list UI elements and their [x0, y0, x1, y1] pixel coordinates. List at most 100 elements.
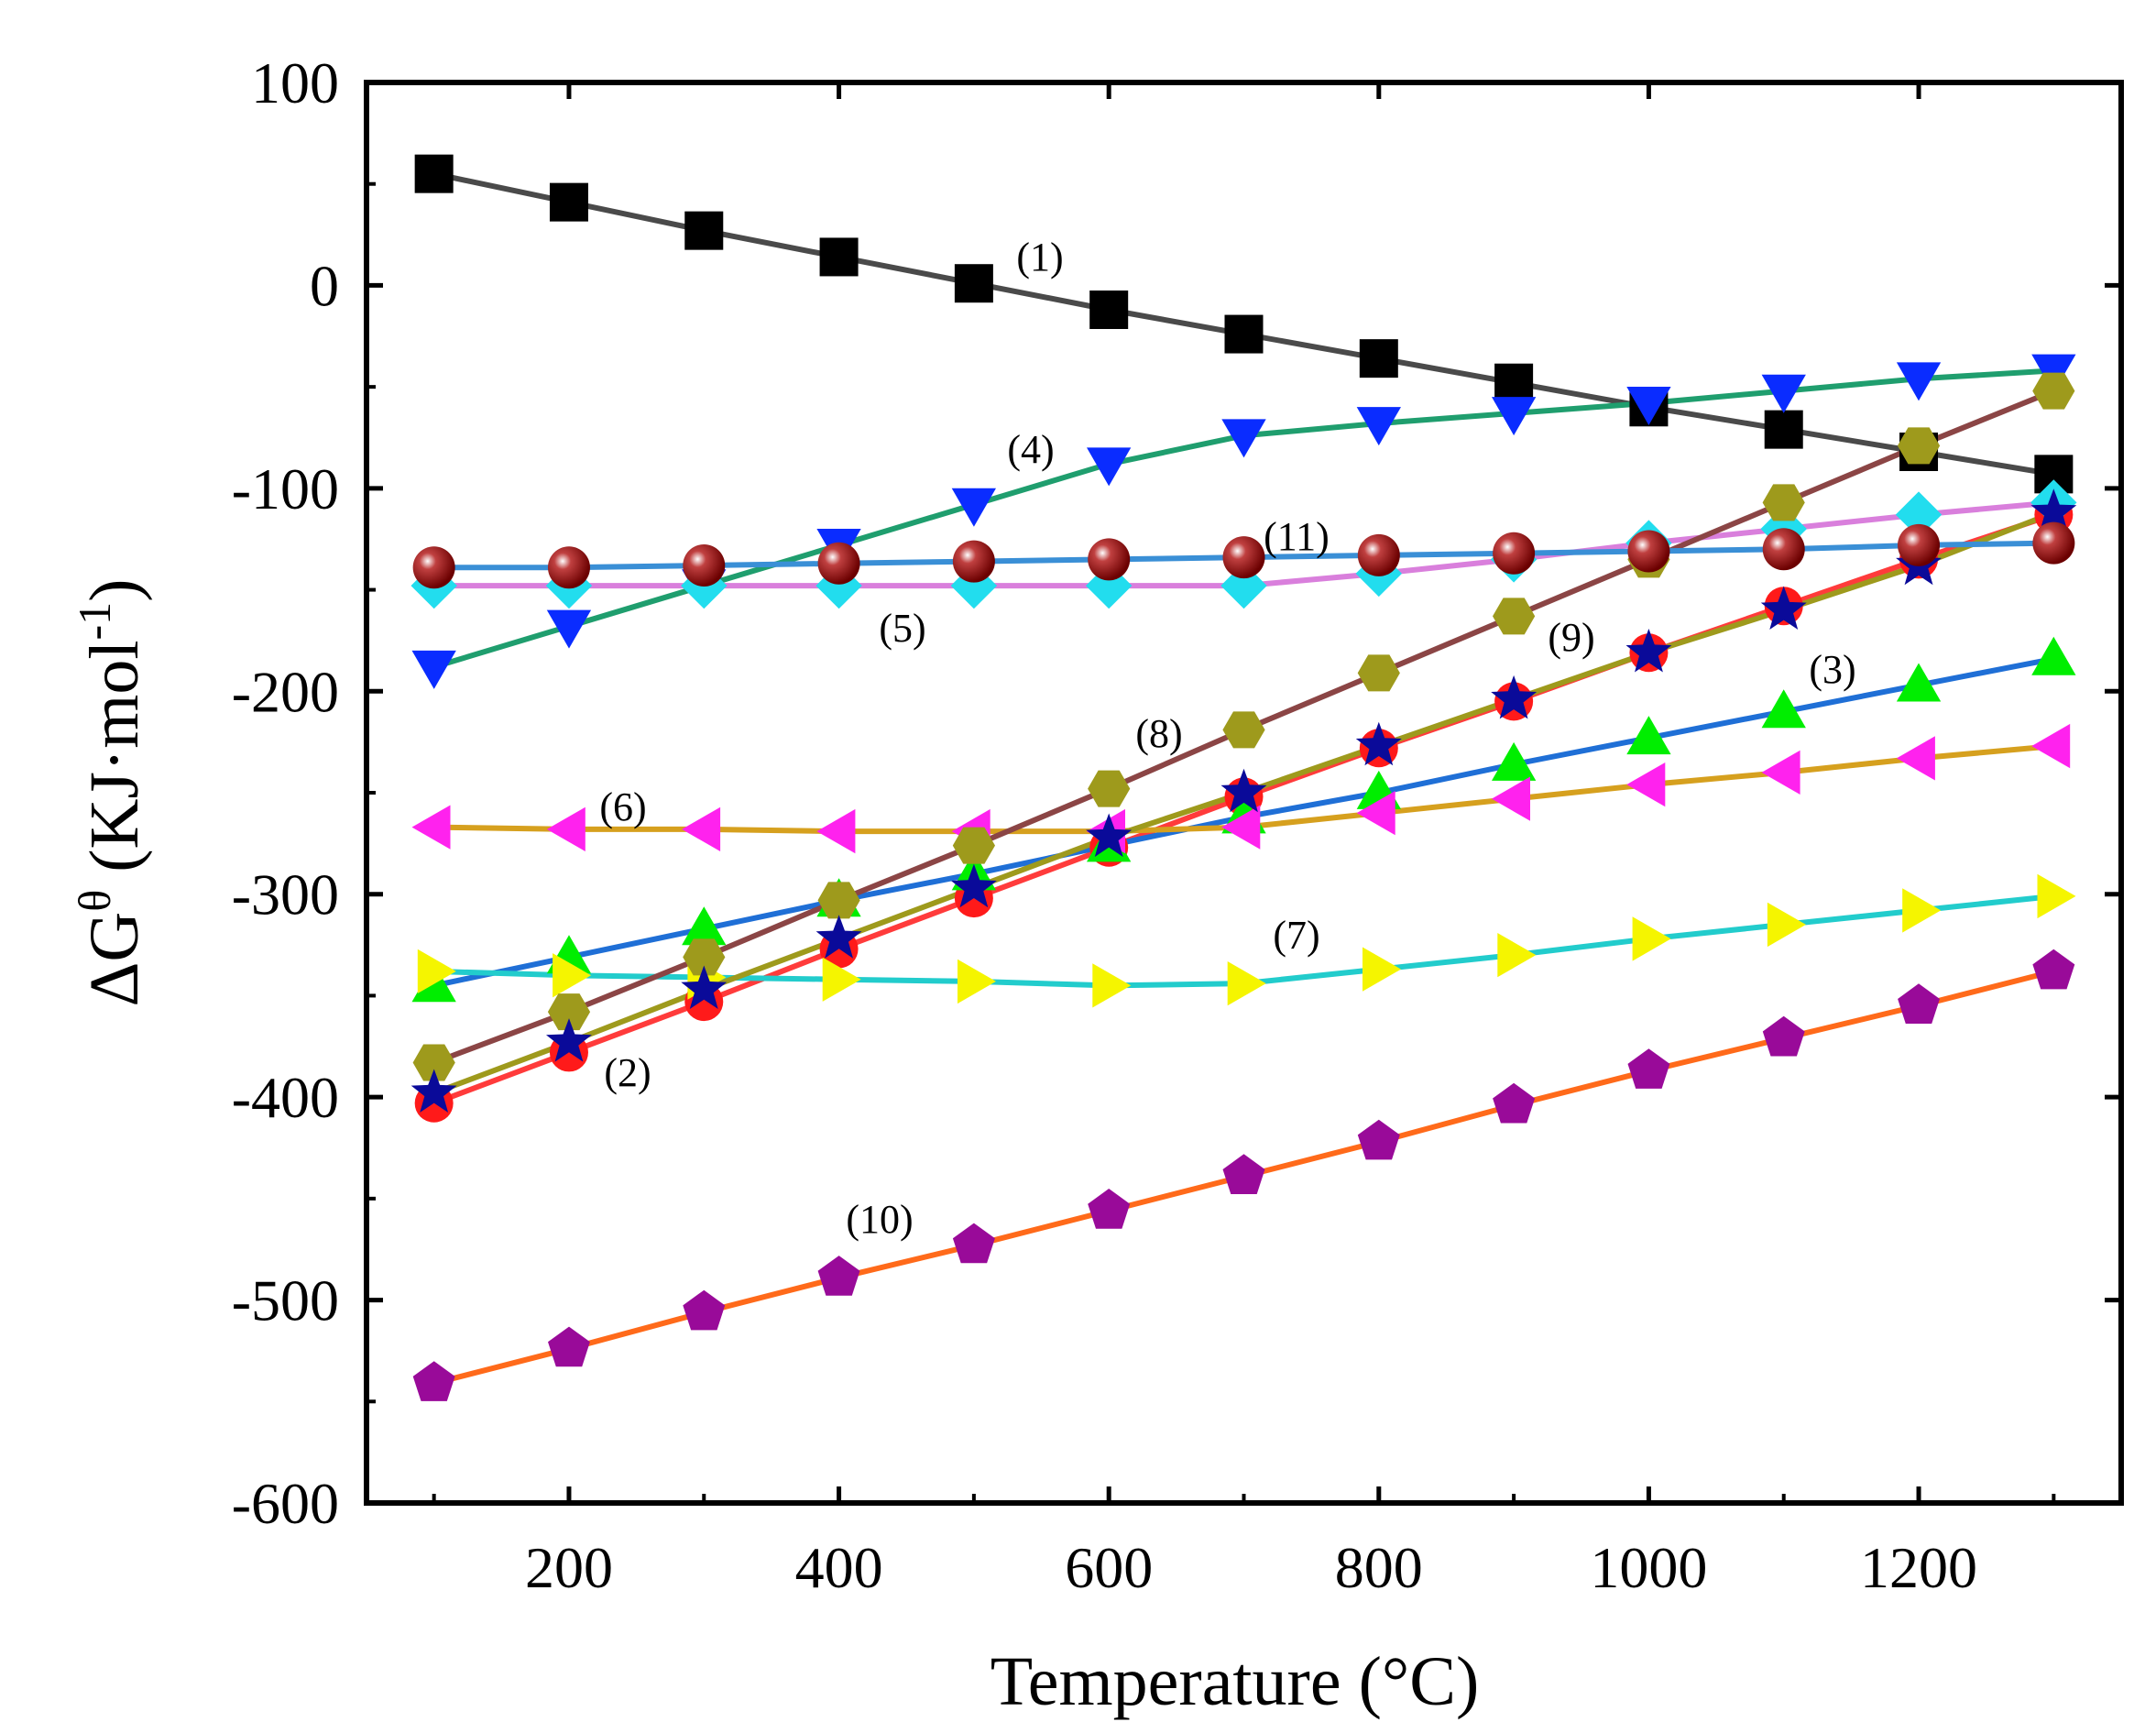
- data-point-4-2: [546, 609, 592, 649]
- y-axis-title-part-3: (KJ·mol: [76, 640, 153, 889]
- data-point-9-6: [1086, 813, 1133, 857]
- data-point-4-12: [1896, 362, 1942, 401]
- x-axis-title: Temperature (°C): [990, 1643, 1480, 1720]
- y-tick-label-4: -300: [232, 862, 339, 927]
- series-markers-6: [411, 723, 2071, 854]
- data-point-1-4: [819, 237, 859, 277]
- data-point-3-11: [1761, 689, 1806, 729]
- data-point-3-9: [1492, 741, 1537, 781]
- x-tick-label-3: 600: [1065, 1535, 1153, 1600]
- series-label-10: (10): [846, 1197, 913, 1242]
- data-point-7-4: [822, 957, 861, 1002]
- data-point-3-13: [2031, 636, 2076, 675]
- data-point-9-5: [950, 863, 997, 908]
- y-tick-label-8: 100: [251, 50, 339, 115]
- x-tick-label-1: 200: [525, 1535, 613, 1600]
- data-point-7-2: [553, 953, 592, 998]
- data-point-3-12: [1896, 663, 1942, 702]
- y-axis-title-part-5: ): [76, 579, 153, 602]
- series-label-11: (11): [1264, 514, 1330, 559]
- data-point-11-9: [1493, 532, 1536, 575]
- data-point-11-12: [1898, 523, 1941, 566]
- data-point-10-8: [1357, 1119, 1400, 1160]
- data-point-8-7: [1222, 711, 1265, 749]
- data-point-9-4: [815, 915, 862, 959]
- data-point-7-5: [958, 959, 996, 1004]
- y-axis-title: ΔGθ (KJ·mol-1): [69, 579, 153, 1007]
- data-point-8-12: [1897, 427, 1941, 465]
- series-layer: [410, 154, 2077, 1401]
- data-point-4-10: [1626, 387, 1671, 425]
- data-point-4-5: [951, 488, 996, 527]
- y-tick-label-5: -200: [232, 659, 339, 724]
- data-point-10-5: [952, 1223, 995, 1264]
- data-point-9-8: [1355, 721, 1402, 766]
- data-point-10-2: [548, 1326, 590, 1367]
- series-4: [432, 367, 2054, 670]
- data-point-6-13: [2031, 723, 2071, 769]
- data-point-1-8: [1359, 339, 1398, 378]
- data-point-1-9: [1494, 363, 1534, 402]
- y-tick-label-2: -500: [232, 1268, 339, 1333]
- data-point-10-12: [1898, 983, 1940, 1024]
- data-point-8-13: [2032, 372, 2075, 410]
- data-point-7-1: [417, 949, 456, 993]
- data-point-8-1: [412, 1044, 455, 1081]
- data-point-7-12: [1902, 888, 1942, 933]
- data-point-6-9: [1492, 776, 1530, 821]
- data-point-4-8: [1356, 407, 1401, 446]
- y-tick-label-6: -100: [232, 456, 339, 521]
- data-point-7-8: [1363, 947, 1401, 992]
- series-label-9: (9): [1548, 615, 1594, 660]
- series-label-2: (2): [604, 1050, 651, 1095]
- y-tick-label-7: 0: [310, 253, 339, 318]
- data-point-11-11: [1762, 528, 1805, 571]
- data-point-4-11: [1761, 374, 1806, 413]
- data-point-10-10: [1627, 1048, 1670, 1089]
- data-point-11-7: [1222, 536, 1265, 579]
- y-axis-title-part-4: -1: [69, 602, 120, 641]
- data-point-8-5: [952, 827, 995, 864]
- data-point-1-5: [954, 264, 993, 303]
- data-point-9-10: [1625, 629, 1672, 673]
- x-tick-label-6: 1200: [1860, 1535, 1977, 1600]
- data-point-6-3: [682, 806, 721, 851]
- data-point-10-6: [1088, 1189, 1131, 1229]
- data-point-8-3: [683, 938, 726, 976]
- data-point-11-8: [1357, 533, 1400, 576]
- x-tick-label-2: 400: [795, 1535, 883, 1600]
- series-label-4: (4): [1007, 427, 1054, 472]
- data-point-11-4: [817, 542, 860, 585]
- data-point-9-1: [410, 1069, 457, 1113]
- data-point-1-6: [1089, 291, 1129, 329]
- data-point-6-11: [1761, 750, 1800, 795]
- series-markers-10: [412, 949, 2075, 1401]
- series-label-5: (5): [879, 606, 925, 651]
- data-point-10-4: [817, 1256, 860, 1296]
- series-label-6: (6): [599, 784, 646, 829]
- data-point-1-1: [414, 154, 454, 193]
- data-point-3-3: [682, 906, 727, 946]
- data-point-11-10: [1627, 530, 1670, 573]
- data-point-1-7: [1224, 314, 1264, 354]
- data-point-10-13: [2032, 949, 2075, 990]
- data-point-8-8: [1357, 654, 1400, 692]
- data-point-8-11: [1762, 484, 1805, 521]
- data-point-9-7: [1220, 768, 1267, 813]
- data-point-6-7: [1221, 805, 1261, 850]
- data-point-6-10: [1626, 762, 1666, 807]
- series-label-1: (1): [1016, 235, 1063, 280]
- data-point-9-11: [1760, 586, 1807, 630]
- series-markers-7: [417, 873, 2076, 1008]
- data-point-9-13: [2030, 488, 2077, 532]
- series-markers-4: [411, 354, 2076, 689]
- x-tick-label-5: 1000: [1590, 1535, 1707, 1600]
- data-point-7-7: [1227, 961, 1266, 1006]
- data-point-9-3: [681, 965, 728, 1009]
- data-point-7-13: [2037, 873, 2076, 919]
- data-point-10-7: [1222, 1154, 1265, 1194]
- data-point-4-6: [1087, 447, 1132, 487]
- data-point-11-2: [547, 546, 590, 589]
- data-point-11-13: [2032, 521, 2075, 565]
- data-point-6-2: [546, 806, 586, 851]
